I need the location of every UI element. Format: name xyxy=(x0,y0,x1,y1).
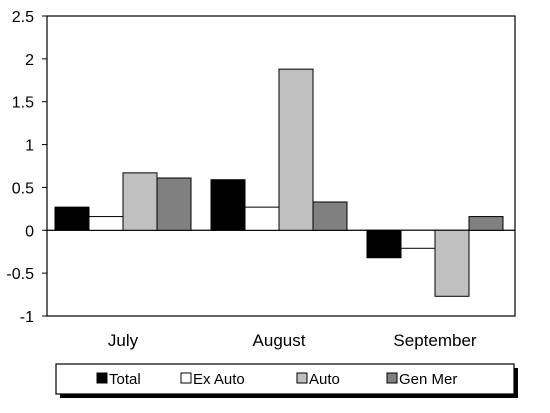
bar-auto-august xyxy=(278,68,314,231)
bar-total-august xyxy=(210,179,246,231)
x-category-label: August xyxy=(253,331,306,350)
bar-gen-mer-september xyxy=(468,216,504,231)
y-tick-label: -1 xyxy=(20,309,34,326)
legend-label: Auto xyxy=(309,371,340,388)
x-category-label: July xyxy=(108,331,139,350)
legend-label: Ex Auto xyxy=(193,371,245,388)
legend-swatch-total xyxy=(96,372,108,384)
y-tick-label: 1 xyxy=(25,138,34,155)
x-category-label: September xyxy=(393,331,476,350)
legend-box xyxy=(55,363,515,395)
bar-auto-july xyxy=(122,172,158,231)
bar-ex-auto-august xyxy=(244,206,280,231)
y-tick-label: -0.5 xyxy=(6,266,34,283)
y-tick-label: 2.5 xyxy=(12,9,34,26)
legend: Total Ex Auto Auto Gen Mer xyxy=(55,363,518,398)
bar-ex-auto-september xyxy=(400,229,436,249)
y-axis-ticks: 2.5 2 1.5 1 0.5 0 -0.5 -1 xyxy=(6,9,47,326)
legend-swatch-auto xyxy=(296,372,308,384)
bar-total-september xyxy=(366,229,402,259)
bar-auto-september xyxy=(434,229,470,297)
bar-total-july xyxy=(54,206,90,231)
bars xyxy=(54,68,504,297)
legend-swatch-gen-mer xyxy=(386,372,398,384)
y-tick-label: 0 xyxy=(25,223,34,240)
y-tick-label: 2 xyxy=(25,52,34,69)
bar-gen-mer-august xyxy=(312,201,348,231)
y-tick-label: 1.5 xyxy=(12,95,34,112)
y-tick-label: 0.5 xyxy=(12,180,34,197)
legend-label: Total xyxy=(109,371,141,388)
x-axis-category-labels: July August September xyxy=(108,331,477,350)
plot-frame xyxy=(46,15,516,317)
legend-label: Gen Mer xyxy=(399,371,457,388)
bar-ex-auto-july xyxy=(88,216,124,231)
bar-gen-mer-july xyxy=(156,177,192,231)
legend-swatch-ex-auto xyxy=(180,372,192,384)
